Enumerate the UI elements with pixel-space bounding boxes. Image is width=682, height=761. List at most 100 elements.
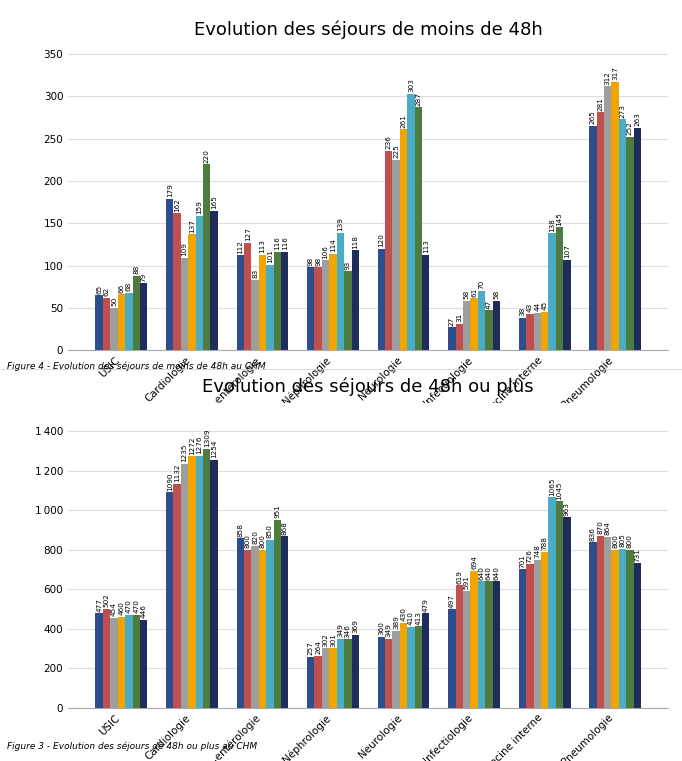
- Bar: [456, 324, 463, 350]
- Text: 162: 162: [174, 198, 180, 212]
- Bar: [378, 636, 385, 708]
- Bar: [173, 213, 181, 350]
- Bar: [266, 265, 273, 350]
- Bar: [181, 463, 188, 708]
- Text: 317: 317: [612, 67, 618, 81]
- Text: 98: 98: [315, 256, 321, 266]
- Bar: [244, 549, 252, 708]
- Bar: [626, 137, 634, 350]
- Text: 864: 864: [605, 521, 611, 536]
- Bar: [181, 258, 188, 350]
- Bar: [619, 119, 626, 350]
- Text: 446: 446: [140, 604, 147, 618]
- Bar: [392, 160, 400, 350]
- Text: 836: 836: [590, 527, 596, 541]
- Bar: [266, 540, 273, 708]
- Text: 850: 850: [267, 524, 273, 538]
- Text: 179: 179: [166, 183, 173, 197]
- Text: 360: 360: [379, 621, 385, 635]
- Text: 44: 44: [534, 302, 540, 311]
- Text: 640: 640: [486, 566, 492, 580]
- Bar: [541, 312, 548, 350]
- Text: 477: 477: [96, 598, 102, 612]
- Text: 116: 116: [282, 237, 288, 250]
- Bar: [110, 307, 118, 350]
- Text: 127: 127: [245, 228, 251, 241]
- Text: 145: 145: [557, 212, 563, 226]
- Text: 1090: 1090: [166, 473, 173, 491]
- Bar: [125, 615, 132, 708]
- Text: 470: 470: [125, 600, 132, 613]
- Bar: [407, 94, 415, 350]
- Bar: [563, 517, 571, 708]
- Text: 312: 312: [605, 71, 611, 84]
- Text: 261: 261: [400, 114, 406, 128]
- Bar: [385, 151, 392, 350]
- Bar: [211, 211, 218, 350]
- Bar: [252, 546, 258, 708]
- Bar: [258, 549, 266, 708]
- Text: 281: 281: [597, 97, 604, 111]
- Bar: [519, 318, 526, 350]
- Bar: [125, 292, 132, 350]
- Text: 800: 800: [259, 534, 265, 548]
- Bar: [140, 619, 147, 708]
- Bar: [166, 199, 173, 350]
- Text: 502: 502: [104, 593, 110, 607]
- Bar: [103, 298, 110, 350]
- Bar: [344, 639, 351, 708]
- Title: Evolution des séjours de 48h ou plus: Evolution des séjours de 48h ou plus: [203, 377, 534, 396]
- Text: 62: 62: [104, 287, 110, 296]
- Text: 454: 454: [111, 603, 117, 616]
- Text: 114: 114: [330, 238, 336, 252]
- Bar: [407, 627, 415, 708]
- Text: 430: 430: [400, 607, 406, 621]
- Text: 116: 116: [274, 237, 280, 250]
- Text: 479: 479: [423, 597, 429, 612]
- Bar: [281, 537, 288, 708]
- Bar: [337, 638, 344, 708]
- Text: 31: 31: [456, 313, 462, 323]
- Bar: [471, 298, 478, 350]
- Bar: [471, 571, 478, 708]
- Bar: [273, 520, 281, 708]
- Text: 788: 788: [542, 537, 548, 550]
- Bar: [597, 536, 604, 708]
- Text: 65: 65: [96, 285, 102, 294]
- Text: 43: 43: [527, 303, 533, 312]
- Text: 58: 58: [464, 290, 470, 300]
- Bar: [604, 537, 612, 708]
- Bar: [258, 254, 266, 350]
- Text: 349: 349: [338, 623, 344, 637]
- Bar: [237, 256, 244, 350]
- Bar: [95, 295, 103, 350]
- Text: 1309: 1309: [204, 429, 210, 447]
- Bar: [415, 626, 422, 708]
- Text: 112: 112: [237, 240, 243, 254]
- Text: 220: 220: [204, 148, 210, 163]
- Bar: [322, 648, 329, 708]
- Text: 303: 303: [408, 78, 414, 92]
- Text: Figure 4 - Evolution des séjours de moins de 48h au CHM: Figure 4 - Evolution des séjours de moin…: [7, 361, 265, 371]
- Bar: [556, 228, 563, 350]
- Text: 701: 701: [520, 554, 525, 568]
- Bar: [612, 549, 619, 708]
- Text: 748: 748: [534, 544, 540, 559]
- Bar: [526, 314, 533, 350]
- Bar: [95, 613, 103, 708]
- Text: 68: 68: [125, 282, 132, 291]
- Text: 159: 159: [196, 200, 203, 214]
- Text: 273: 273: [619, 103, 625, 118]
- Text: 101: 101: [267, 250, 273, 263]
- Bar: [415, 107, 422, 350]
- Bar: [110, 618, 118, 708]
- Text: 139: 139: [338, 217, 344, 231]
- Bar: [400, 129, 407, 350]
- Bar: [281, 252, 288, 350]
- Text: 113: 113: [423, 239, 429, 253]
- Text: 264: 264: [315, 640, 321, 654]
- Text: 1235: 1235: [181, 444, 188, 462]
- Bar: [612, 82, 619, 350]
- Bar: [485, 581, 492, 708]
- Bar: [378, 249, 385, 350]
